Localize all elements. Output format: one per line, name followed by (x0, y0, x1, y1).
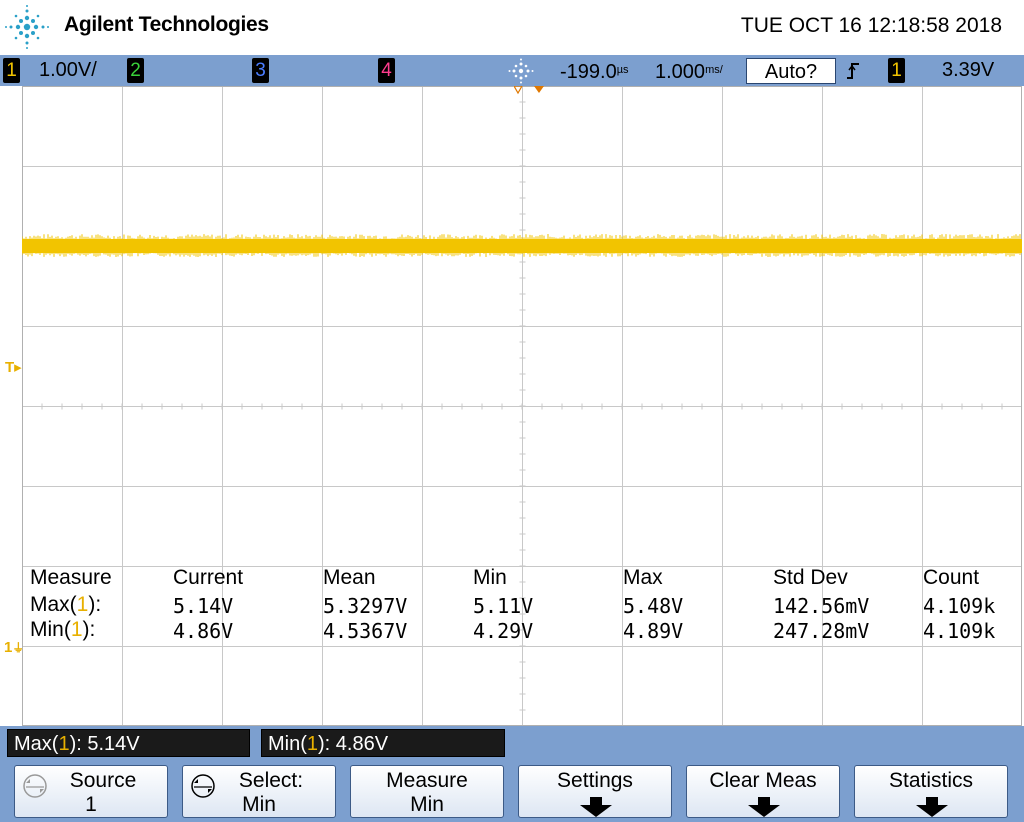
statistics-softkey-label: Statistics (888, 769, 974, 792)
row-min-min: 4.29V (473, 619, 534, 643)
current-header: Current (173, 566, 244, 589)
row-max-current: 5.14V (173, 594, 234, 618)
row-max-count: 4.109k (923, 594, 996, 618)
timebase-value: 1.000 (655, 61, 706, 83)
row-max-max: 5.48V (623, 594, 684, 618)
channel-3-badge[interactable]: 3 (252, 58, 269, 83)
measure-min-softkey[interactable]: Measure Min (350, 765, 504, 818)
source-softkey-label: Source (69, 769, 137, 792)
select-softkey-label: Select: (238, 769, 304, 792)
submenu-arrow-icon (580, 797, 612, 817)
clear-meas-softkey-label: Clear Meas (709, 769, 817, 792)
measure-softkey-label: Measure (386, 769, 468, 792)
row-min-count: 4.109k (923, 619, 996, 643)
timebase-unit: ms/ (705, 64, 723, 76)
submenu-arrow-icon (916, 797, 948, 817)
row-max-stddev: 142.56mV (773, 594, 870, 618)
delay-unit: µs (616, 64, 629, 76)
delay-value: -199.0 (560, 61, 617, 83)
row-max-min: 5.11V (473, 594, 534, 618)
channel-1-ground-marker[interactable]: 1⏚ (4, 639, 25, 656)
min-header: Min (473, 566, 507, 589)
left-gutter: T▸ 1⏚ (0, 86, 25, 726)
status-bar: 1 1.00V/ 2 3 4 -199.0µs 1.000ms/ Auto? 1… (0, 55, 1024, 86)
row-min-mean: 4.5367V (323, 619, 408, 643)
trigger-level[interactable]: 3.39V (942, 59, 995, 81)
channel-1-badge[interactable]: 1 (3, 58, 20, 83)
count-header: Count (923, 566, 980, 589)
trigger-position-marker[interactable] (514, 86, 554, 96)
stddev-header: Std Dev (773, 566, 848, 589)
brand-name: Agilent Technologies (64, 13, 269, 36)
rising-edge-icon (847, 63, 859, 79)
datetime: TUE OCT 16 12:18:58 2018 (740, 14, 1002, 37)
waveform-display[interactable]: Measure Current Mean Min Max Std Dev Cou… (22, 86, 1022, 726)
rotary-knob-icon (191, 774, 215, 798)
measure-header: Measure (30, 566, 112, 589)
mean-header: Mean (323, 566, 376, 589)
clear-meas-softkey[interactable]: Clear Meas (686, 765, 840, 818)
channel-2-badge[interactable]: 2 (127, 58, 144, 83)
statistics-softkey[interactable]: Statistics (854, 765, 1008, 818)
rotary-knob-icon (23, 774, 47, 798)
trace-noise (22, 234, 1021, 257)
source-softkey[interactable]: Source 1 (14, 765, 168, 818)
agilent-logo-icon (5, 5, 49, 49)
readout-bar: Max(1): 5.14V Min(1): 4.86V (0, 726, 1024, 761)
max-header: Max (623, 566, 663, 589)
channel-1-scale[interactable]: 1.00V/ (39, 59, 97, 81)
select-softkey-value: Min (242, 793, 276, 816)
settings-softkey-label: Settings (557, 769, 633, 792)
row-max-mean: 5.3297V (323, 594, 408, 618)
horizontal-delay[interactable]: -199.0µs (560, 55, 629, 86)
softkey-bar: Source 1 Select: Min Measure Min Setting… (0, 761, 1024, 822)
row-min-current: 4.86V (173, 619, 234, 643)
row-min-max: 4.89V (623, 619, 684, 643)
source-softkey-value: 1 (85, 793, 97, 816)
submenu-arrow-icon (748, 797, 780, 817)
trigger-level-marker[interactable]: T▸ (5, 359, 22, 376)
settings-softkey[interactable]: Settings (518, 765, 672, 818)
trigger-mode[interactable]: Auto? (746, 58, 836, 84)
min-readout: Min(1): 4.86V (261, 729, 505, 757)
trigger-source-badge[interactable]: 1 (888, 58, 905, 83)
measure-softkey-value: Min (410, 793, 444, 816)
channel-4-badge[interactable]: 4 (378, 58, 395, 83)
trigger-sparkle-icon (508, 58, 534, 84)
row-max-label: Max(1): (30, 593, 102, 616)
timebase-scale[interactable]: 1.000ms/ (655, 55, 723, 86)
channel-1-trace (22, 234, 1022, 257)
row-min-stddev: 247.28mV (773, 619, 870, 643)
max-readout: Max(1): 5.14V (7, 729, 250, 757)
select-softkey[interactable]: Select: Min (182, 765, 336, 818)
row-min-label: Min(1): (30, 618, 96, 641)
title-bar: Agilent Technologies TUE OCT 16 12:18:58… (0, 0, 1024, 55)
